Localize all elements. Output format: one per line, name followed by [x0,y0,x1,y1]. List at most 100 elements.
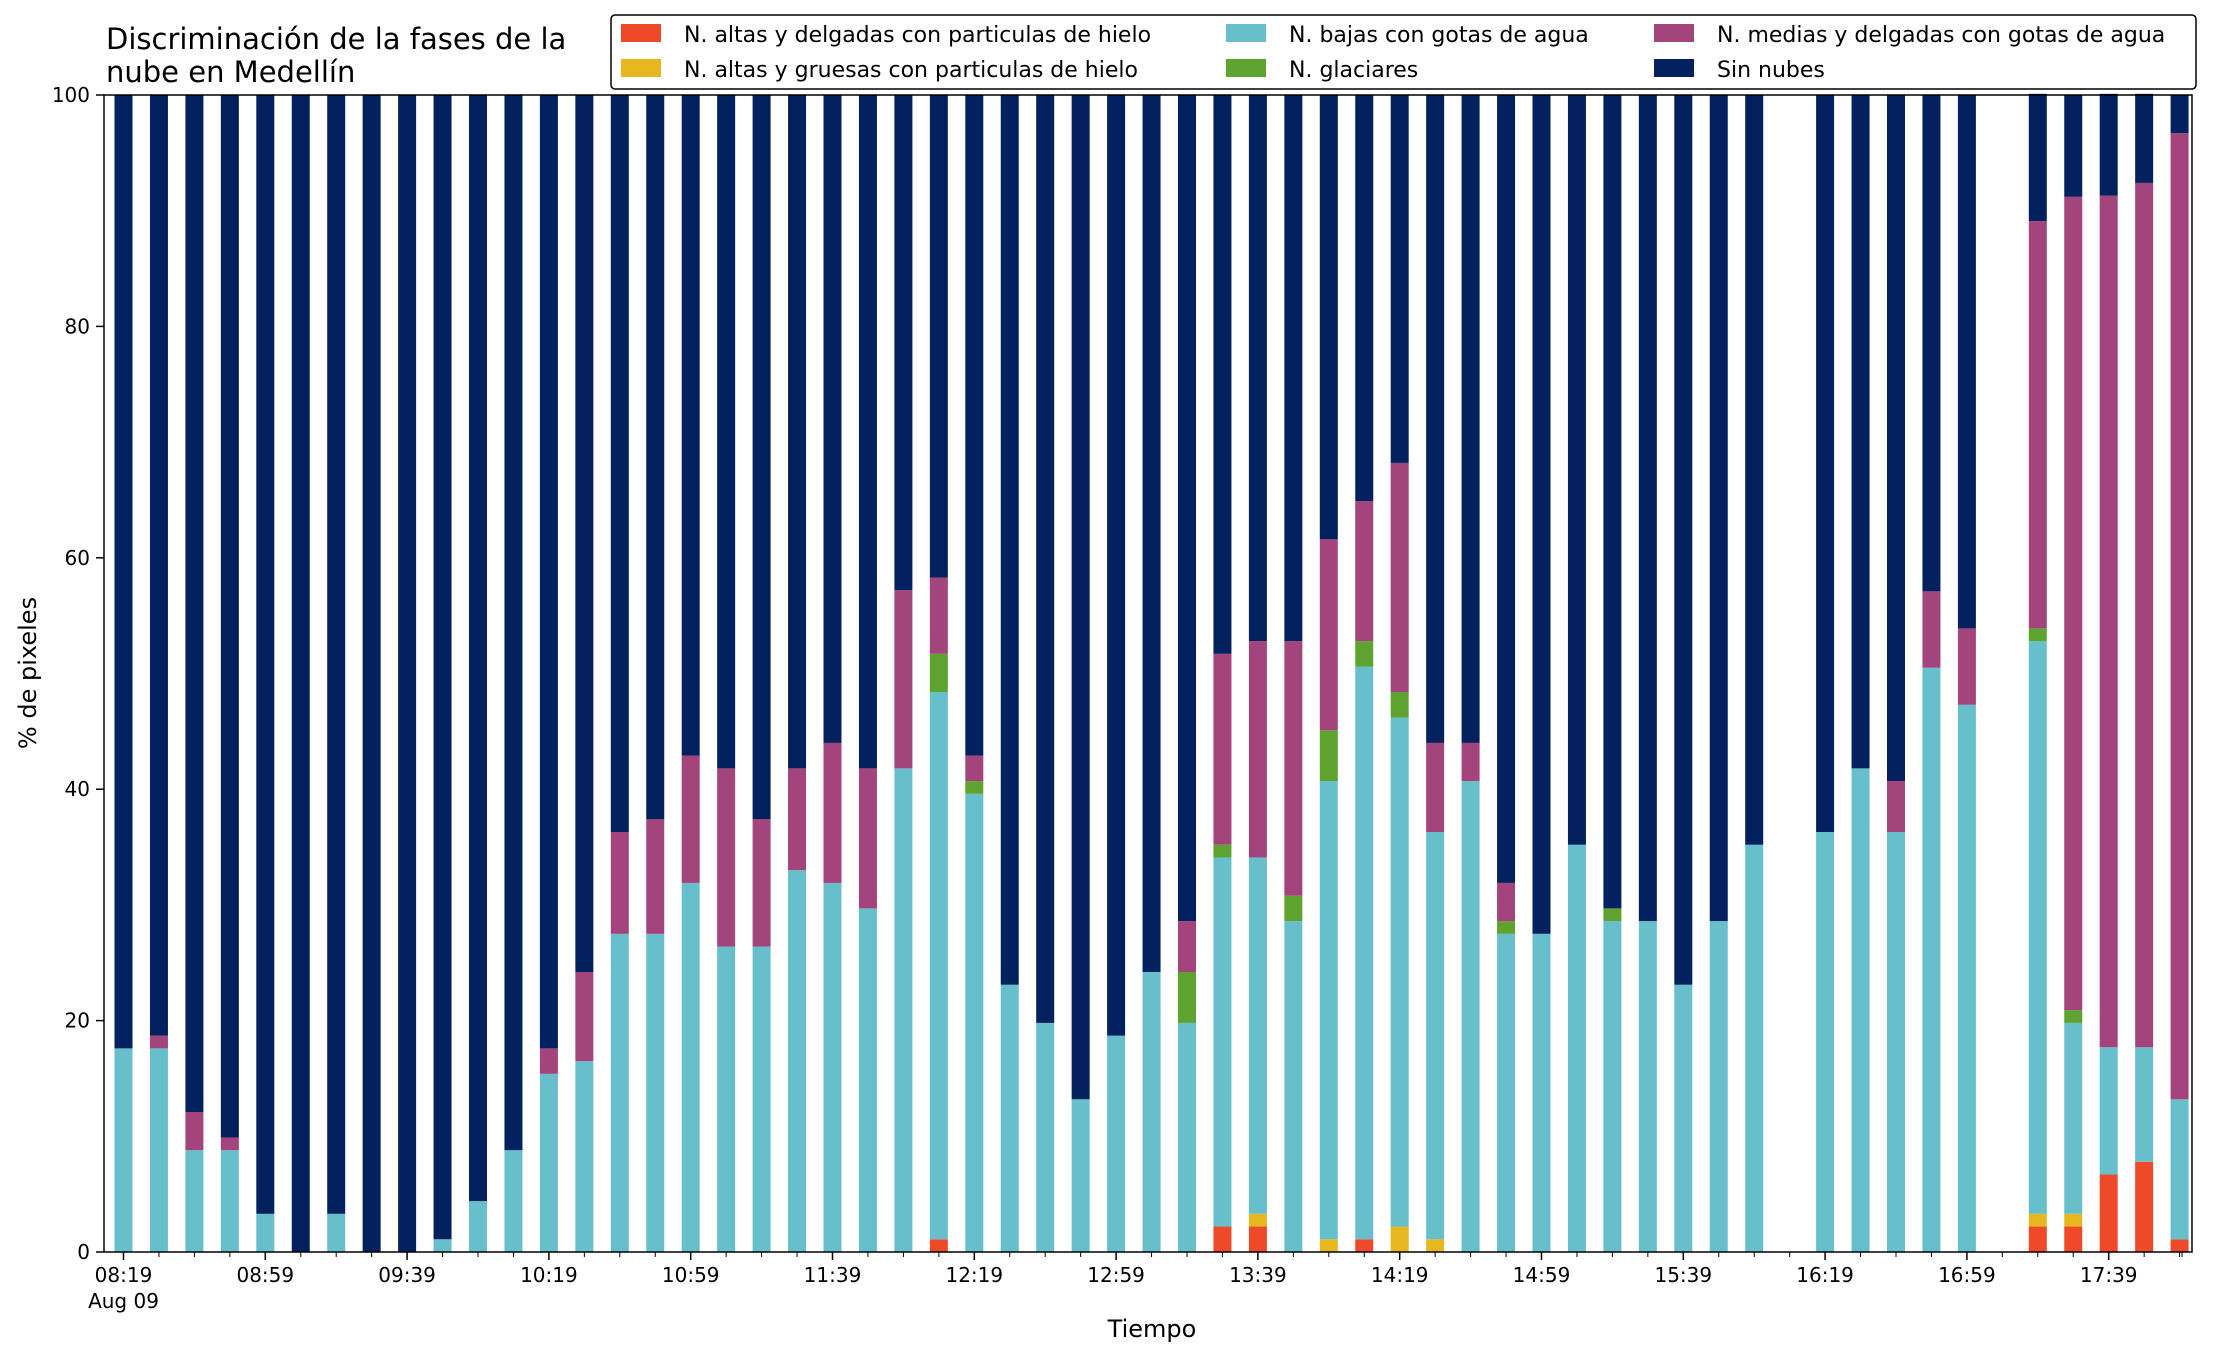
bar-segment-series-2-slot-45 [1709,921,1728,1252]
legend-swatch-medias-agua [1654,24,1694,42]
bar-segment-series-4-slot-52 [1957,628,1976,705]
bar-segment-series-5-slot-25 [1000,95,1019,985]
bar-segment-series-2-slot-50 [1887,832,1905,1252]
bar-segment-series-5-slot-13 [575,95,594,973]
plot-frame [103,94,2193,1253]
bar-segment-series-3-slot-36 [1390,692,1409,718]
x-axis-label: Tiempo [1107,1315,1197,1343]
bar-segment-series-4-slot-38 [1461,742,1480,782]
legend-swatch-altas-delgadas [621,24,661,42]
bar-segment-series-3-slot-54 [2028,628,2047,642]
bar-segment-series-0-slot-58 [2170,1239,2189,1252]
bar-segment-series-5-slot-56 [2099,93,2118,196]
x-tick-label-12: 16:19 [1796,1263,1854,1287]
bar-segment-series-5-slot-2 [185,95,204,1112]
bar-segment-series-2-slot-10 [469,1201,487,1252]
chart-title-line-2: nube en Medellín [106,55,355,89]
bar-segment-series-4-slot-18 [752,819,771,947]
bar-segment-series-2-slot-58 [2170,1099,2189,1240]
bar-segment-series-2-slot-21 [858,908,877,1252]
bar-segment-series-5-slot-31 [1213,95,1232,654]
x-axis: 08:19 08:59 09:39 10:19 10:59 11:39 12:19 12:59… [88,1252,2183,1313]
bar-segment-series-2-slot-39 [1497,933,1516,1252]
bar-segment-series-2-slot-3 [220,1150,239,1252]
bar-segment-series-4-slot-23 [929,577,948,654]
bar-segment-series-2-slot-49 [1851,768,1870,1252]
bar-segment-series-2-slot-33 [1284,921,1303,1252]
bar-segment-series-1-slot-55 [2064,1213,2083,1227]
bar-segment-series-4-slot-50 [1887,781,1905,833]
bar-segment-series-2-slot-0 [114,1048,133,1252]
bar-segment-series-2-slot-43 [1638,921,1657,1252]
y-tick-label-0: 0 [77,1240,90,1264]
bar-segment-series-5-slot-34 [1319,95,1338,540]
bar-segment-series-4-slot-33 [1284,641,1303,896]
bar-segment-series-5-slot-30 [1178,95,1196,922]
bar-segment-series-2-slot-23 [929,692,948,1240]
y-tick-label-2: 40 [65,777,90,801]
bar-segment-series-2-slot-25 [1000,984,1019,1252]
bars-layer [114,93,2189,1252]
bar-segment-series-5-slot-44 [1674,95,1693,985]
bar-segment-series-5-slot-15 [646,95,665,820]
bar-segment-series-2-slot-9 [433,1239,452,1252]
bar-segment-series-2-slot-57 [2135,1047,2154,1162]
bar-segment-series-2-slot-55 [2064,1022,2083,1214]
bar-segment-series-2-slot-20 [823,882,842,1252]
x-tick-date-label: Aug 09 [88,1289,159,1313]
bar-segment-series-5-slot-50 [1887,95,1905,782]
bar-segment-series-5-slot-49 [1851,95,1870,769]
bar-segment-series-4-slot-2 [185,1112,204,1151]
bar-segment-series-5-slot-33 [1284,95,1303,642]
bar-segment-series-5-slot-16 [681,95,700,756]
bar-segment-series-0-slot-32 [1248,1226,1267,1252]
bar-segment-series-5-slot-38 [1461,95,1480,743]
y-axis: 0 20 40 60 80 100 [52,83,104,1264]
bar-segment-series-2-slot-11 [504,1150,523,1252]
bar-segment-series-2-slot-36 [1390,717,1409,1227]
bar-segment-series-5-slot-37 [1426,95,1445,743]
bar-segment-series-3-slot-39 [1497,921,1516,934]
legend-label-altas-delgadas: N. altas y delgadas con particulas de hi… [684,23,1151,48]
bar-segment-series-2-slot-52 [1957,704,1976,1252]
x-tick-label-5: 11:39 [804,1263,862,1287]
x-tick-label-13: 16:59 [1938,1263,1996,1287]
bar-segment-series-4-slot-56 [2099,195,2118,1048]
bar-segment-series-2-slot-48 [1816,832,1835,1252]
bar-segment-series-3-slot-55 [2064,1010,2083,1023]
bar-segment-series-2-slot-14 [610,933,629,1252]
bar-segment-series-3-slot-23 [929,653,948,693]
bar-segment-series-5-slot-7 [362,95,381,1252]
bar-segment-series-2-slot-18 [752,946,771,1252]
bar-segment-series-5-slot-28 [1107,95,1126,1036]
bar-segment-series-5-slot-17 [717,95,736,769]
bar-segment-series-5-slot-8 [398,95,417,1252]
bar-segment-series-5-slot-26 [1036,95,1055,1023]
bar-segment-series-4-slot-12 [539,1048,558,1074]
legend-swatch-altas-gruesas [621,59,661,77]
bar-segment-series-4-slot-17 [717,768,736,947]
bar-segment-series-3-slot-35 [1355,641,1374,667]
bar-segment-series-2-slot-30 [1178,1022,1196,1252]
bar-segment-series-5-slot-20 [823,95,842,743]
bar-segment-series-1-slot-32 [1248,1213,1267,1227]
bar-segment-series-5-slot-35 [1355,95,1374,502]
bar-segment-series-4-slot-31 [1213,653,1232,845]
bar-segment-series-4-slot-24 [965,755,984,782]
bar-segment-series-0-slot-54 [2028,1226,2047,1252]
bar-segment-series-2-slot-29 [1142,972,1161,1252]
bar-segment-series-5-slot-48 [1816,95,1835,833]
bar-segment-series-2-slot-40 [1532,933,1551,1252]
legend-swatch-glaciares [1226,59,1266,77]
bar-segment-series-5-slot-58 [2170,95,2189,134]
bar-segment-series-3-slot-31 [1213,844,1232,858]
bar-segment-series-5-slot-11 [504,95,523,1151]
bar-segment-series-5-slot-39 [1497,95,1516,883]
bar-segment-series-2-slot-17 [717,946,736,1252]
bar-segment-series-2-slot-46 [1745,844,1764,1252]
legend-frame [610,14,2197,90]
bar-segment-series-5-slot-36 [1390,95,1409,463]
bar-segment-series-2-slot-42 [1603,921,1622,1252]
bar-segment-series-0-slot-31 [1213,1226,1232,1252]
